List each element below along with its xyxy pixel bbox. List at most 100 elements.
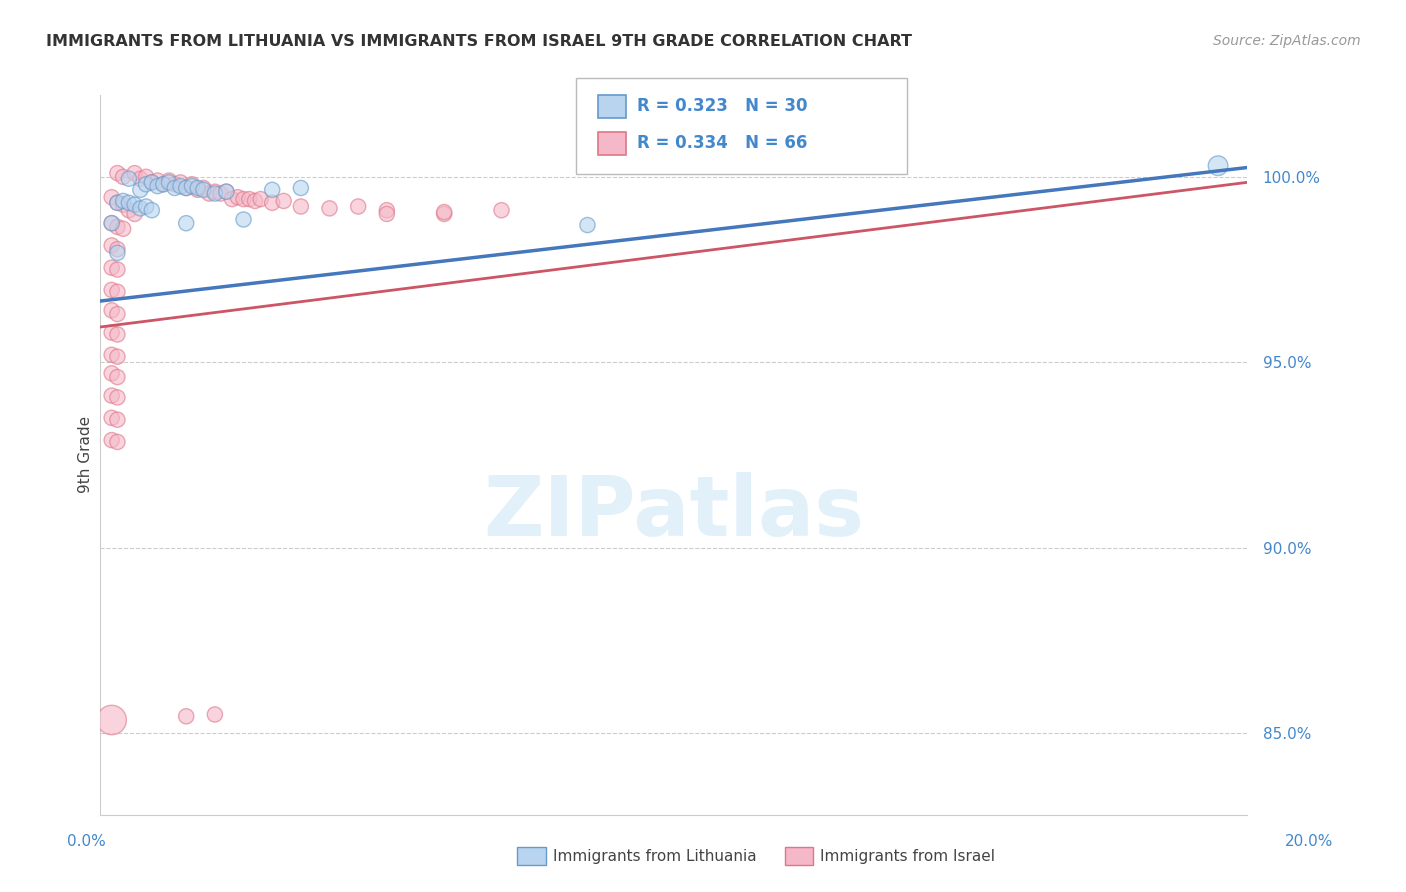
Point [107,413,129,427]
Point [198,186,221,201]
Point [152,178,174,192]
Point [107,327,129,342]
Point [226,190,249,204]
Point [107,350,129,364]
Point [193,181,215,195]
Point [576,218,599,232]
Point [174,709,197,723]
Text: Immigrants from Israel: Immigrants from Israel [820,849,994,863]
Point [187,183,209,197]
Point [141,175,163,189]
Point [163,178,186,192]
Text: ZIPatlas: ZIPatlas [484,472,863,553]
Point [112,194,135,208]
Point [204,707,226,722]
Point [187,181,209,195]
Point [146,173,169,187]
Point [112,221,135,235]
Point [107,307,129,321]
Point [181,179,204,194]
Point [232,212,254,227]
Point [375,203,398,218]
Point [129,171,152,186]
Text: 20.0%: 20.0% [1285,834,1333,848]
Y-axis label: 9th Grade: 9th Grade [79,417,93,493]
Point [232,192,254,206]
Point [174,181,197,195]
Point [107,166,129,180]
Text: Immigrants from Lithuania: Immigrants from Lithuania [553,849,756,863]
Text: Source: ZipAtlas.com: Source: ZipAtlas.com [1213,34,1361,48]
Text: R = 0.323   N = 30: R = 0.323 N = 30 [637,97,807,115]
Point [124,166,146,180]
Point [262,195,284,210]
Point [100,326,122,340]
Point [135,169,157,184]
Point [141,203,163,218]
Point [238,192,260,206]
Point [107,245,129,260]
Point [290,200,312,214]
Point [157,173,180,187]
Point [209,186,232,201]
Point [107,262,129,277]
Point [146,179,169,194]
Point [100,410,122,425]
Point [107,370,129,384]
Point [112,169,135,184]
Point [174,216,197,230]
Point [204,185,226,199]
Point [100,216,122,230]
Point [129,202,152,216]
Point [1206,159,1229,173]
Point [107,219,129,234]
Text: 0.0%: 0.0% [67,834,107,848]
Point [112,197,135,211]
Point [100,216,122,230]
Point [375,207,398,221]
Point [100,713,122,727]
Point [118,195,141,210]
Point [141,175,163,189]
Point [169,175,191,189]
Point [181,178,204,192]
Point [118,203,141,218]
Point [249,192,271,206]
Point [152,178,174,192]
Point [118,171,141,186]
Point [347,200,370,214]
Point [433,205,456,219]
Point [107,242,129,256]
Point [433,207,456,221]
Text: R = 0.334   N = 66: R = 0.334 N = 66 [637,134,807,152]
Point [100,367,122,381]
Point [129,183,152,197]
Point [107,391,129,405]
Point [135,200,157,214]
Point [243,194,266,208]
Point [157,175,180,189]
Point [290,181,312,195]
Point [318,202,340,216]
Point [221,192,243,206]
Point [107,195,129,210]
Point [215,185,238,199]
Point [491,203,513,218]
Point [100,348,122,362]
Point [107,195,129,210]
Point [174,181,197,195]
Point [169,179,191,194]
Point [100,283,122,297]
Point [124,207,146,221]
Point [100,190,122,204]
Point [163,181,186,195]
Point [124,197,146,211]
Point [100,238,122,252]
Point [273,194,295,208]
Point [100,303,122,318]
Point [107,285,129,299]
Point [100,388,122,402]
Point [135,178,157,192]
Point [100,260,122,275]
Point [204,186,226,201]
